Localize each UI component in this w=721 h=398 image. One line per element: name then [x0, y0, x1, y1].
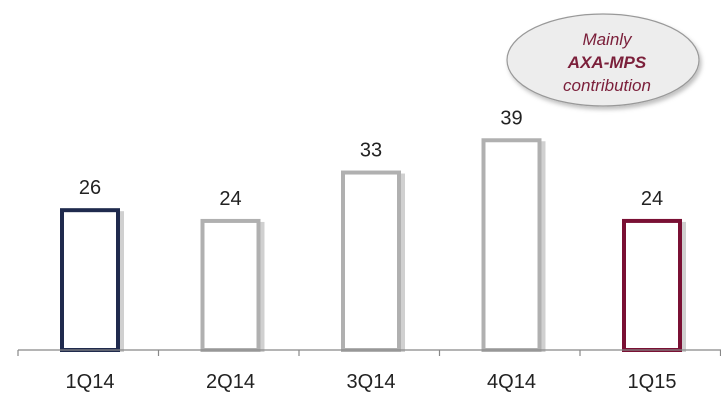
category-label-1Q14: 1Q14: [66, 371, 115, 393]
bar-1Q14: [60, 208, 120, 352]
bar-series: [60, 138, 686, 352]
bar-4Q14: [481, 138, 542, 352]
callout-line-1: Mainly: [582, 30, 633, 49]
callout: Mainly AXA-MPS contribution: [506, 13, 700, 107]
bar-2Q14: [200, 218, 261, 352]
category-label-2Q14: 2Q14: [206, 371, 255, 393]
bar-1Q15: [622, 218, 682, 352]
value-label-3Q14: 33: [360, 140, 382, 162]
bar-3Q14: [341, 170, 401, 352]
callout-line-3: contribution: [563, 76, 651, 95]
category-label-4Q14: 4Q14: [487, 371, 536, 393]
callout-bubble: [506, 13, 700, 107]
callout-line-2: AXA-MPS: [567, 53, 647, 72]
x-axis: 1Q14 2Q14 3Q14 4Q14 1Q15: [17, 349, 721, 393]
category-label-3Q14: 3Q14: [347, 371, 396, 393]
value-label-1Q14: 26: [79, 177, 101, 199]
value-label-4Q14: 39: [500, 107, 522, 129]
value-label-1Q15: 24: [641, 188, 663, 210]
value-label-2Q14: 24: [219, 188, 241, 210]
category-label-1Q15: 1Q15: [628, 371, 677, 393]
value-labels: 26 24 33 39 24: [79, 107, 663, 210]
